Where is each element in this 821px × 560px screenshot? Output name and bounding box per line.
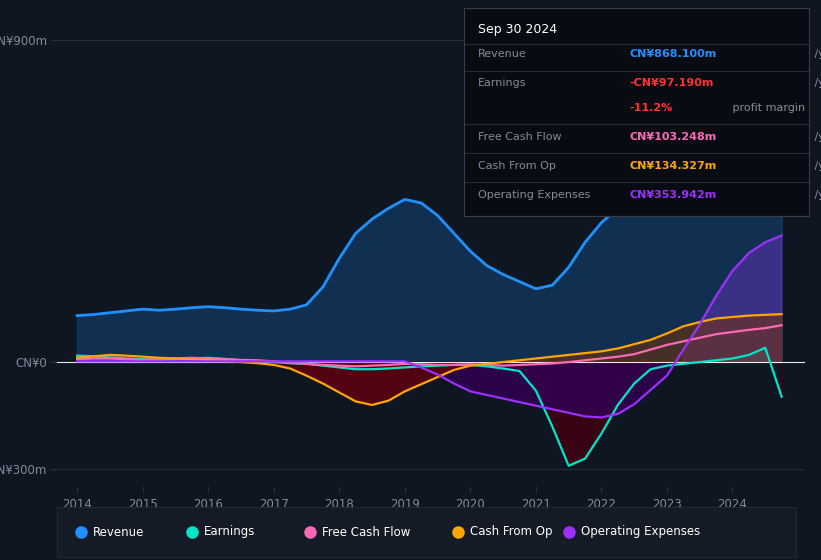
Text: -CN¥97.190m: -CN¥97.190m: [630, 78, 713, 88]
Text: CN¥353.942m: CN¥353.942m: [630, 190, 717, 200]
Text: Cash From Op: Cash From Op: [478, 161, 556, 171]
Text: Earnings: Earnings: [478, 78, 526, 88]
Text: Free Cash Flow: Free Cash Flow: [478, 132, 562, 142]
Text: /yr: /yr: [811, 78, 821, 88]
Text: /yr: /yr: [811, 161, 821, 171]
Text: Earnings: Earnings: [204, 525, 255, 539]
Text: CN¥134.327m: CN¥134.327m: [630, 161, 717, 171]
Text: Free Cash Flow: Free Cash Flow: [322, 525, 410, 539]
Text: /yr: /yr: [811, 132, 821, 142]
Text: -11.2%: -11.2%: [630, 103, 672, 113]
Text: CN¥103.248m: CN¥103.248m: [630, 132, 717, 142]
Text: Revenue: Revenue: [93, 525, 144, 539]
Text: /yr: /yr: [811, 49, 821, 59]
Text: /yr: /yr: [811, 190, 821, 200]
Text: Revenue: Revenue: [478, 49, 526, 59]
Text: Sep 30 2024: Sep 30 2024: [478, 22, 557, 36]
Text: CN¥868.100m: CN¥868.100m: [630, 49, 717, 59]
Text: Operating Expenses: Operating Expenses: [478, 190, 590, 200]
Text: Cash From Op: Cash From Op: [470, 525, 553, 539]
Text: profit margin: profit margin: [729, 103, 805, 113]
Text: Operating Expenses: Operating Expenses: [580, 525, 699, 539]
